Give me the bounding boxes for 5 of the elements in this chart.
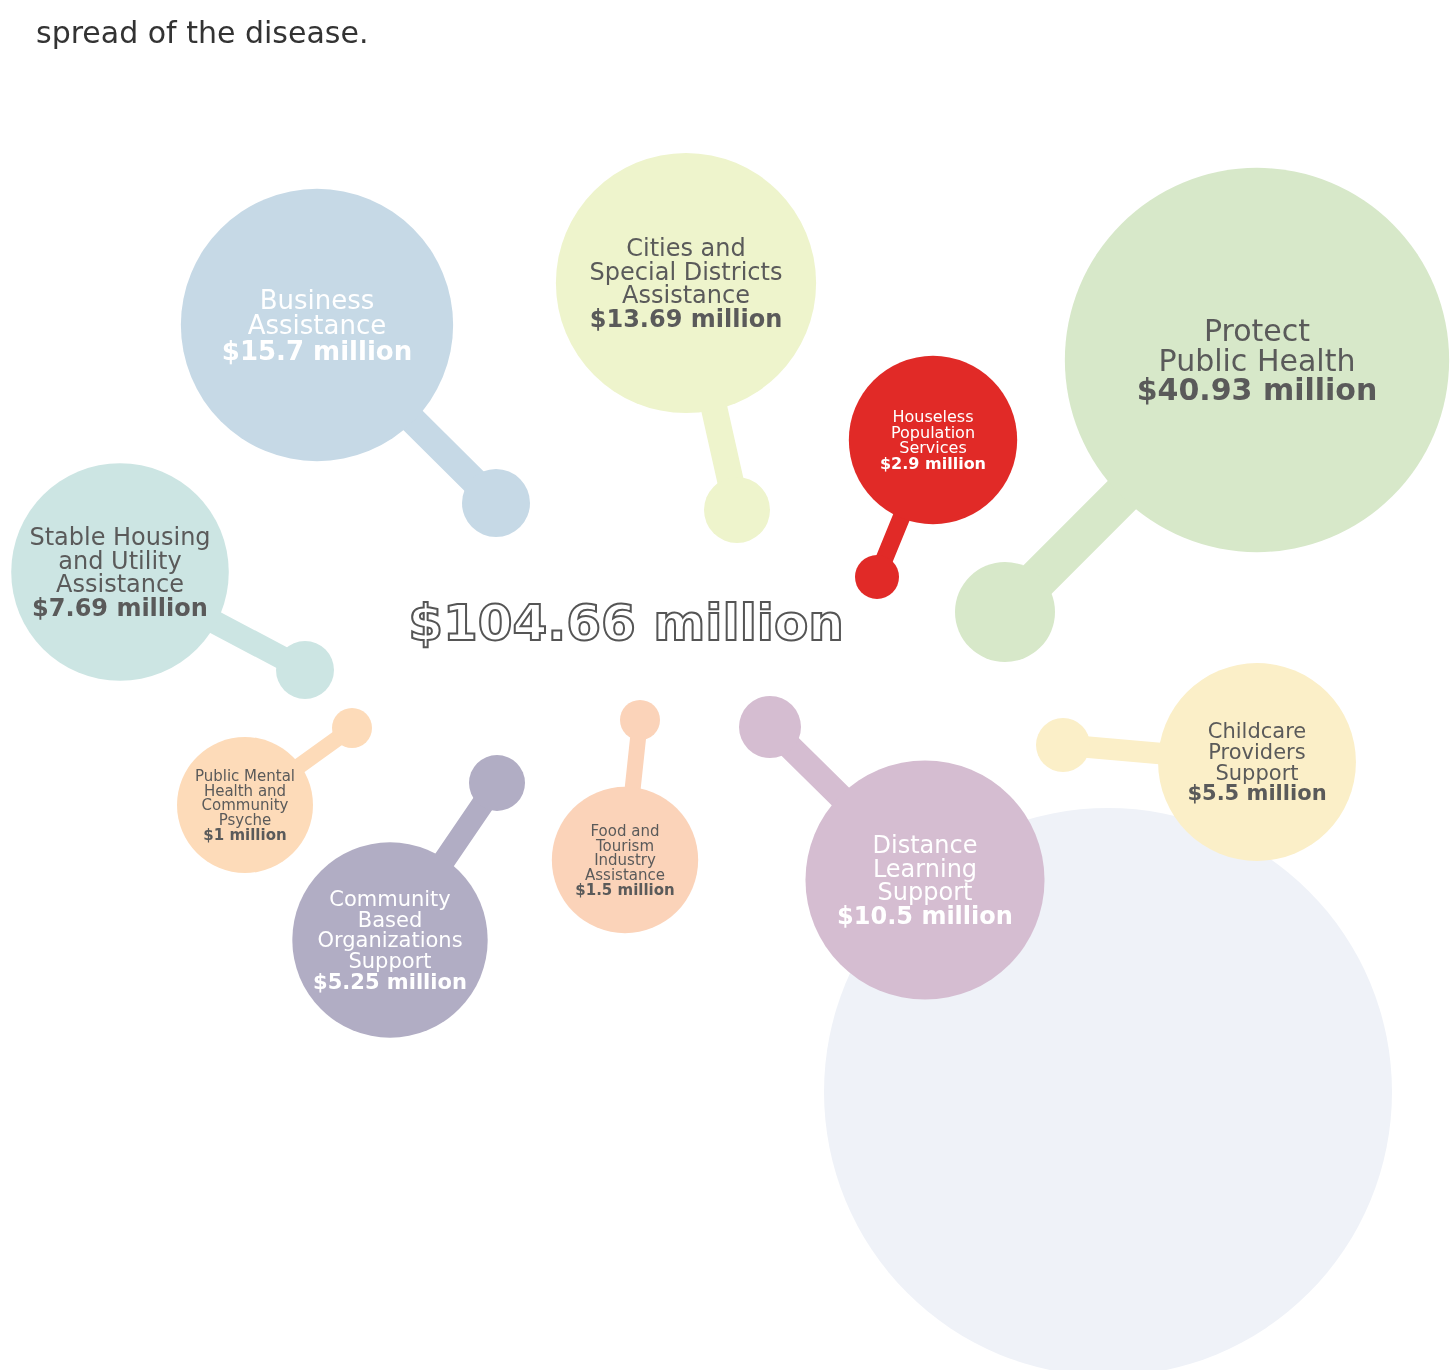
text: $104.66 million xyxy=(408,594,844,652)
category-label: Public Mental Health and Community Psyche xyxy=(194,766,296,829)
text: spread of the disease. xyxy=(36,15,369,50)
category-label: Community Based Organizations Support xyxy=(317,887,463,973)
data-label: $7.69 million xyxy=(32,593,208,622)
